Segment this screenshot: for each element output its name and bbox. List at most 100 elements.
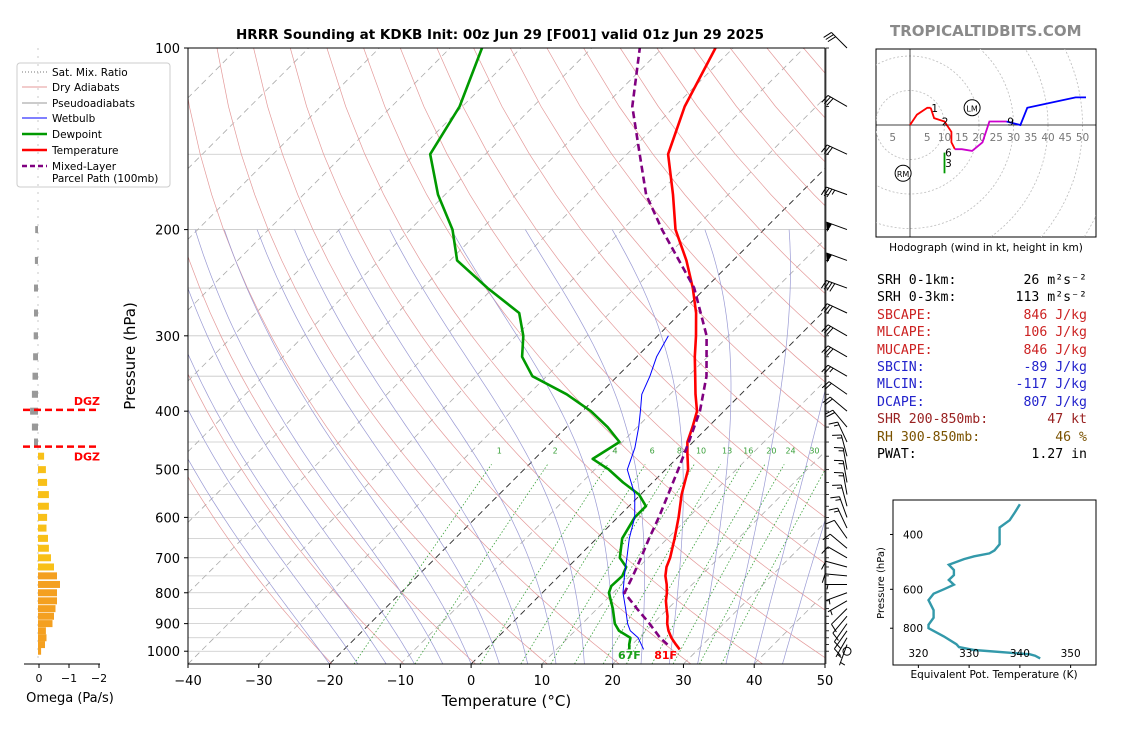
mixing-ratio-line [602, 464, 721, 664]
wind-barb [821, 381, 848, 395]
param-label: SRH 0-3km: [877, 290, 957, 306]
param-label: SRH 0-1km: [877, 273, 957, 288]
omega-bar [38, 524, 47, 532]
wind-barb [826, 608, 848, 633]
theta-y-tick-label: 400 [903, 529, 923, 541]
param-value: -89 J/kg [1023, 359, 1087, 375]
x-tick-label: 20 [604, 674, 621, 689]
param-label: SHR 200-850mb: [877, 412, 989, 428]
barb-flag [821, 546, 829, 554]
barb-flag [821, 381, 830, 389]
barb-flag [827, 36, 836, 43]
chart-title: HRRR Sounding at KDKB Init: 00z Jun 29 [… [236, 27, 764, 43]
param-row: SRH 0-1km: 26 m²s⁻² [877, 272, 1087, 289]
hodograph-height-label: 2 [942, 117, 949, 129]
barb-flag [826, 305, 833, 314]
storm-motion-label: RM [897, 170, 910, 179]
legend-box [16, 62, 171, 188]
wind-barb [821, 573, 848, 583]
barb-staff [828, 381, 848, 395]
param-row: MLCIN: -117 J/kg [877, 376, 1087, 393]
param-label: SBCAPE: [877, 307, 933, 323]
barb-flag [826, 188, 833, 198]
param-value: 26 m²s⁻² [1023, 273, 1087, 288]
wind-barb [826, 434, 848, 457]
y-tick-label: 300 [155, 330, 180, 345]
wind-barb [820, 186, 848, 198]
moist-adiabat [525, 229, 645, 664]
dry-adiabat [188, 373, 405, 664]
omega-bar [32, 372, 38, 380]
barb-flag [823, 366, 831, 374]
param-value: 46 % [1055, 429, 1087, 445]
hodograph-ring-label: 5 [924, 132, 931, 144]
omega-bar [34, 309, 38, 317]
theta-x-tick-label: 320 [908, 648, 928, 660]
hodograph-height-label: 3 [945, 158, 952, 170]
wind-barb [826, 252, 848, 263]
barb-half-flag [835, 499, 841, 501]
barb-flag [826, 147, 833, 156]
omega-bar [38, 534, 48, 542]
y-tick-label: 600 [155, 511, 180, 526]
moist-adiabat [188, 287, 415, 664]
mixing-ratio-line [520, 464, 646, 664]
param-row: DCAPE: 807 J/kg [877, 394, 1087, 411]
barb-flag [828, 507, 838, 511]
parameters-table: SRH 0-1km: 26 m²s⁻² SRH 0-3km: 113 m²s⁻² SBC… [877, 272, 1087, 463]
omega-bar [38, 605, 56, 613]
wind-barb [826, 646, 852, 656]
surface-dewpoint-label: 67F [618, 649, 641, 662]
barb-staff [833, 520, 848, 539]
omega-axis-label: Omega (Pa/s) [26, 691, 114, 706]
legend: Sat. Mix. Ratio Dry Adiabats Pseudoadiabat… [16, 62, 171, 188]
dry-adiabat [326, 48, 825, 659]
barb-staff [840, 434, 848, 457]
barb-flag [821, 303, 828, 312]
isotherm-line [188, 48, 805, 664]
hodograph-trace [954, 120, 1007, 152]
series-dewpoint [428, 48, 648, 650]
x-axis-label: Temperature (°C) [441, 692, 571, 710]
skewt-inner: 1 2 4 6 8 10 13 16 20 24 30 36 [188, 48, 825, 664]
wind-barbs [820, 32, 852, 666]
wind-barb [821, 144, 848, 156]
barb-staff [826, 303, 848, 314]
wind-barb [821, 324, 848, 337]
barb-staff [827, 95, 848, 107]
param-value: -117 J/kg [1015, 377, 1087, 393]
omega-bar [38, 580, 60, 588]
omega-bar [38, 452, 45, 460]
barb-staff [833, 623, 848, 642]
barb-flag [821, 364, 829, 373]
calm-circle [842, 646, 852, 656]
barb-flag [834, 648, 841, 656]
barb-half-flag [831, 189, 836, 195]
barb-half-flag [826, 584, 829, 590]
param-row: SRH 0-3km: 113 m²s⁻² [877, 289, 1087, 306]
barb-flag [829, 283, 836, 292]
isotherm-line [188, 48, 663, 524]
legend-label: Temperature [51, 145, 119, 157]
storm-motion-marker [894, 164, 912, 182]
param-value: 47 kt [1047, 412, 1087, 428]
omega-bar [38, 491, 49, 499]
mixing-ratio-line [414, 464, 549, 664]
barb-half-flag [829, 367, 834, 373]
omega-bar [34, 438, 38, 446]
hodograph-ring-label: 35 [1024, 132, 1037, 144]
wind-barb [826, 615, 848, 641]
barb-staff [831, 608, 848, 625]
barb-flag [826, 327, 834, 335]
isotherm-line [400, 238, 825, 664]
barb-flag [826, 282, 833, 291]
dgz-label: DGZ [74, 451, 100, 464]
param-row: SHR 200-850mb: 47 kt [877, 411, 1087, 428]
isotherm-line [188, 48, 380, 240]
omega-tick-label: −2 [91, 672, 107, 685]
mixing-ratio-label: 16 [743, 446, 753, 455]
omega-tick-label: 0 [36, 672, 43, 685]
mixing-ratio-label: 6 [650, 446, 655, 455]
isotherm-line [188, 48, 592, 453]
omega-bar [31, 390, 38, 398]
